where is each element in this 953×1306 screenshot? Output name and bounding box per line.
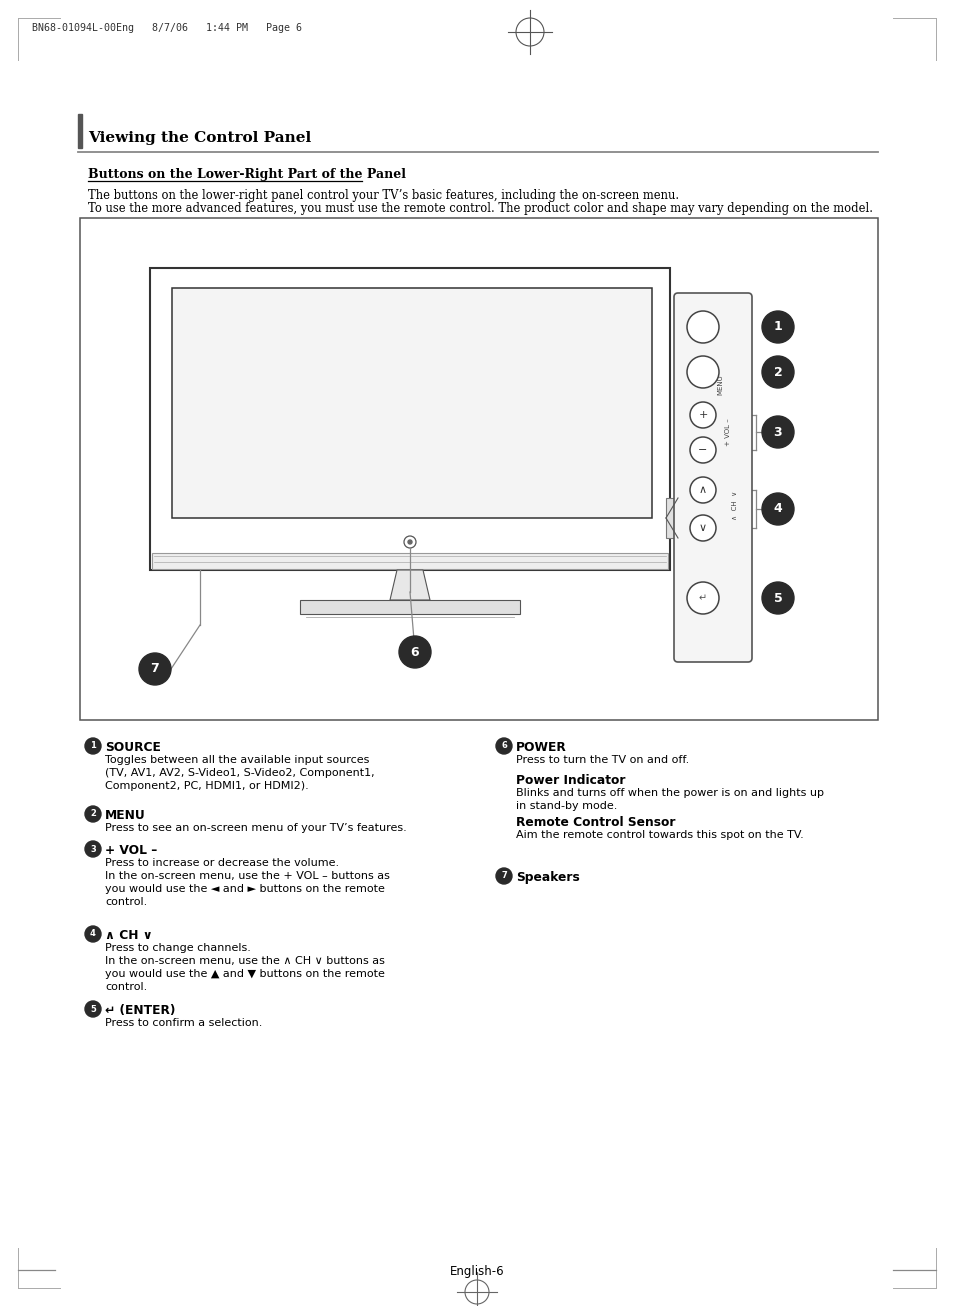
Circle shape xyxy=(761,582,793,614)
Bar xyxy=(150,268,669,569)
Text: 6: 6 xyxy=(500,742,506,751)
Text: MENU: MENU xyxy=(717,375,722,396)
Circle shape xyxy=(761,311,793,343)
Text: (TV, AV1, AV2, S-Video1, S-Video2, Component1,: (TV, AV1, AV2, S-Video1, S-Video2, Compo… xyxy=(105,768,375,778)
Text: Press to confirm a selection.: Press to confirm a selection. xyxy=(105,1017,262,1028)
Circle shape xyxy=(689,438,716,464)
Text: 7: 7 xyxy=(151,662,159,675)
Circle shape xyxy=(85,841,101,857)
Text: Press to see an on-screen menu of your TV’s features.: Press to see an on-screen menu of your T… xyxy=(105,823,406,833)
Circle shape xyxy=(761,417,793,448)
Text: in stand-by mode.: in stand-by mode. xyxy=(516,801,617,811)
Text: 2: 2 xyxy=(90,810,96,819)
Circle shape xyxy=(689,515,716,541)
Text: Power Indicator: Power Indicator xyxy=(516,774,625,788)
Text: BN68-01094L-00Eng   8/7/06   1:44 PM   Page 6: BN68-01094L-00Eng 8/7/06 1:44 PM Page 6 xyxy=(32,24,302,33)
Text: 6: 6 xyxy=(410,645,419,658)
Text: In the on-screen menu, use the + VOL – buttons as: In the on-screen menu, use the + VOL – b… xyxy=(105,871,390,882)
Circle shape xyxy=(408,539,412,545)
Circle shape xyxy=(686,582,719,614)
Circle shape xyxy=(686,311,719,343)
Text: Toggles between all the available input sources: Toggles between all the available input … xyxy=(105,755,369,765)
Text: ∧  CH  ∨: ∧ CH ∨ xyxy=(731,490,738,520)
Text: Remote Control Sensor: Remote Control Sensor xyxy=(516,816,675,829)
Circle shape xyxy=(761,357,793,388)
Text: you would use the ▲ and ▼ buttons on the remote: you would use the ▲ and ▼ buttons on the… xyxy=(105,969,384,980)
Text: POWER: POWER xyxy=(516,741,566,754)
Circle shape xyxy=(403,535,416,549)
Text: Press to increase or decrease the volume.: Press to increase or decrease the volume… xyxy=(105,858,338,868)
FancyBboxPatch shape xyxy=(673,293,751,662)
Text: MENU: MENU xyxy=(105,808,146,821)
Text: 1: 1 xyxy=(90,742,96,751)
Text: 5: 5 xyxy=(90,1004,96,1013)
Bar xyxy=(299,599,519,614)
Circle shape xyxy=(496,738,512,754)
Bar xyxy=(678,296,747,658)
Text: 3: 3 xyxy=(773,426,781,439)
Circle shape xyxy=(85,1000,101,1017)
Text: 1: 1 xyxy=(773,320,781,333)
Text: ∧ CH ∨: ∧ CH ∨ xyxy=(105,929,152,942)
Text: In the on-screen menu, use the ∧ CH ∨ buttons as: In the on-screen menu, use the ∧ CH ∨ bu… xyxy=(105,956,384,966)
Polygon shape xyxy=(390,569,430,599)
Bar xyxy=(665,498,678,538)
Text: ↵ (ENTER): ↵ (ENTER) xyxy=(105,1004,175,1017)
Text: ∨: ∨ xyxy=(699,522,706,533)
Text: Press to change channels.: Press to change channels. xyxy=(105,943,251,953)
Text: 4: 4 xyxy=(773,503,781,516)
Text: Viewing the Control Panel: Viewing the Control Panel xyxy=(88,131,311,145)
Circle shape xyxy=(85,926,101,942)
Text: + VOL –: + VOL – xyxy=(105,844,157,857)
Circle shape xyxy=(139,653,171,686)
Text: 3: 3 xyxy=(90,845,95,854)
Circle shape xyxy=(686,357,719,388)
Text: you would use the ◄ and ► buttons on the remote: you would use the ◄ and ► buttons on the… xyxy=(105,884,384,895)
Text: 2: 2 xyxy=(773,366,781,379)
Text: 4: 4 xyxy=(90,930,96,939)
Text: 7: 7 xyxy=(500,871,506,880)
Text: control.: control. xyxy=(105,897,147,906)
Text: English-6: English-6 xyxy=(449,1266,504,1279)
Text: Blinks and turns off when the power is on and lights up: Blinks and turns off when the power is o… xyxy=(516,788,823,798)
Text: ↵: ↵ xyxy=(699,593,706,603)
Text: + VOL –: + VOL – xyxy=(724,418,730,445)
Text: −: − xyxy=(698,445,707,454)
Circle shape xyxy=(85,738,101,754)
Bar xyxy=(152,552,667,569)
Text: Speakers: Speakers xyxy=(516,871,579,884)
Circle shape xyxy=(85,806,101,821)
Circle shape xyxy=(761,492,793,525)
Circle shape xyxy=(398,636,431,667)
Text: control.: control. xyxy=(105,982,147,993)
Text: Press to turn the TV on and off.: Press to turn the TV on and off. xyxy=(516,755,688,765)
Text: +: + xyxy=(698,410,707,421)
Circle shape xyxy=(689,477,716,503)
Text: SOURCE: SOURCE xyxy=(707,355,713,384)
Text: Aim the remote control towards this spot on the TV.: Aim the remote control towards this spot… xyxy=(516,831,803,840)
Text: The buttons on the lower-right panel control your TV’s basic features, including: The buttons on the lower-right panel con… xyxy=(88,189,679,202)
Circle shape xyxy=(496,868,512,884)
Bar xyxy=(78,114,82,148)
Circle shape xyxy=(689,402,716,428)
Text: Buttons on the Lower-Right Part of the Panel: Buttons on the Lower-Right Part of the P… xyxy=(88,168,406,182)
Text: 5: 5 xyxy=(773,592,781,605)
Text: To use the more advanced features, you must use the remote control. The product : To use the more advanced features, you m… xyxy=(88,202,872,215)
Bar xyxy=(80,218,877,720)
Text: Component2, PC, HDMI1, or HDMI2).: Component2, PC, HDMI1, or HDMI2). xyxy=(105,781,309,791)
Text: ∧: ∧ xyxy=(699,485,706,495)
Text: SOURCE: SOURCE xyxy=(105,741,161,754)
Bar xyxy=(172,289,651,518)
